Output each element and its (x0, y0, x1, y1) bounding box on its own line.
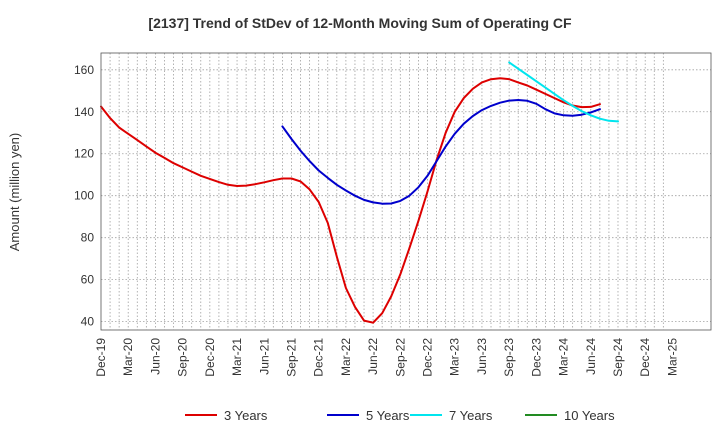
x-tick-label: Sep-24 (611, 338, 625, 377)
x-tick-label: Dec-22 (421, 338, 435, 377)
x-tick-label: Mar-20 (121, 338, 135, 376)
x-tick-label: Mar-23 (448, 338, 462, 376)
x-tick-label: Mar-25 (665, 338, 679, 376)
y-axis-ticks: 40 60 80 100 120 140 160 (74, 63, 94, 329)
y-tick-label: 60 (81, 273, 95, 287)
x-tick-label: Dec-20 (203, 338, 217, 377)
legend-label: 5 Years (366, 408, 410, 423)
legend-label: 7 Years (449, 408, 493, 423)
chart-title: [2137] Trend of StDev of 12-Month Moving… (148, 15, 572, 31)
x-tick-label: Sep-23 (502, 338, 516, 377)
y-tick-label: 160 (74, 63, 94, 77)
series-line-3-years (100, 77, 601, 324)
x-tick-label: Dec-19 (94, 338, 108, 377)
y-tick-label: 120 (74, 147, 94, 161)
series-line-7-years (508, 61, 619, 123)
x-tick-label: Sep-21 (284, 338, 298, 377)
x-tick-label: Mar-24 (557, 338, 571, 376)
x-tick-label: Dec-24 (638, 338, 652, 377)
y-tick-label: 140 (74, 105, 94, 119)
x-axis-ticks: Dec-19 Mar-20 Jun-20 Sep-20 Dec-20 Mar-21 Jun-… (94, 338, 679, 377)
x-tick-label: Sep-22 (393, 338, 407, 377)
y-tick-label: 100 (74, 189, 94, 203)
x-tick-label: Mar-21 (230, 338, 244, 376)
series-lines (100, 61, 619, 324)
y-tick-label: 40 (81, 315, 95, 329)
x-tick-label: Dec-21 (312, 338, 326, 377)
x-tick-label: Mar-22 (339, 338, 353, 376)
y-tick-label: 80 (81, 231, 95, 245)
plot-frame (100, 52, 712, 331)
x-tick-label: Jun-20 (148, 338, 162, 375)
legend-label: 10 Years (564, 408, 615, 423)
y-axis-label: Amount (million yen) (7, 133, 22, 252)
x-tick-label: Sep-20 (176, 338, 190, 377)
series-line-5-years (281, 99, 601, 205)
x-tick-label: Jun-23 (475, 338, 489, 375)
legend: 3 Years 5 Years 7 Years 10 Years (185, 408, 615, 423)
legend-label: 3 Years (224, 408, 268, 423)
x-tick-label: Dec-23 (529, 338, 543, 377)
x-tick-label: Jun-24 (584, 338, 598, 375)
x-tick-label: Jun-22 (366, 338, 380, 375)
grid (101, 53, 711, 330)
x-tick-label: Jun-21 (257, 338, 271, 375)
